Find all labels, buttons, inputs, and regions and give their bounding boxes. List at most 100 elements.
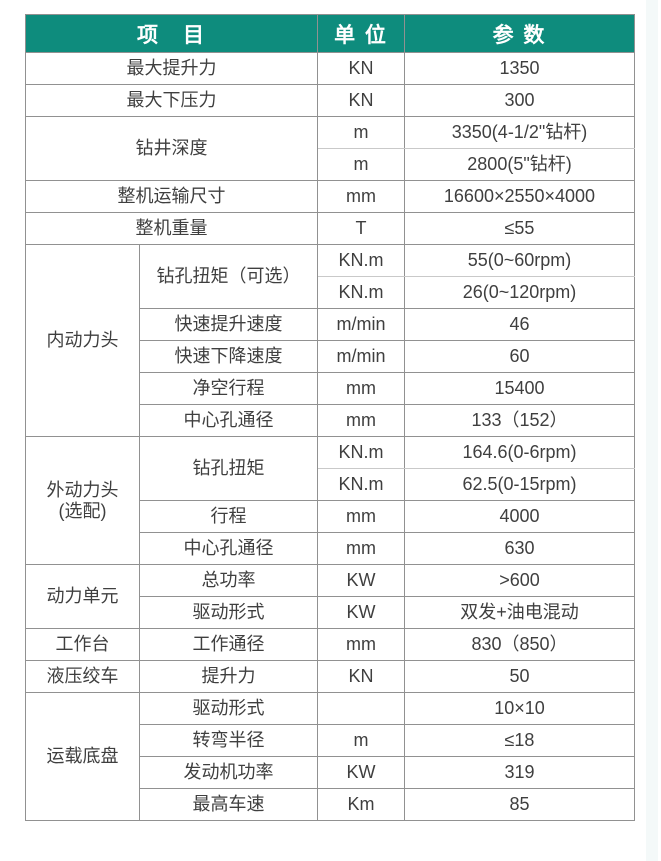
unit-cell: KN.m bbox=[317, 276, 405, 309]
unit-cell: T bbox=[317, 212, 405, 245]
value-cell: 133（152） bbox=[404, 404, 635, 437]
table-row: m 2800(5"钻杆) bbox=[26, 148, 635, 181]
sub-item-cell: 最高车速 bbox=[139, 788, 318, 821]
item-cell: 整机重量 bbox=[25, 212, 318, 245]
unit-cell: mm bbox=[317, 532, 405, 565]
value-cell: ≤18 bbox=[404, 724, 635, 757]
table-row: 整机重量 T ≤55 bbox=[25, 212, 635, 245]
table-row: 驱动形式 KW 双发+油电混动 bbox=[26, 596, 635, 629]
table-row: 转弯半径 m ≤18 bbox=[26, 724, 635, 757]
table-row: 整机运输尺寸 mm 16600×2550×4000 bbox=[25, 180, 635, 213]
value-cell: >600 bbox=[404, 564, 635, 597]
value-cell: 50 bbox=[404, 660, 635, 693]
sub-item-cell: 工作通径 bbox=[139, 628, 318, 661]
item-cell: 最大提升力 bbox=[25, 52, 318, 85]
item-cell: 钻井深度 bbox=[25, 116, 318, 181]
value-cell: 62.5(0-15rpm) bbox=[404, 468, 635, 501]
table-row: 液压绞车 提升力 KN 50 bbox=[25, 660, 635, 693]
group-cell: 运载底盘 bbox=[25, 692, 140, 821]
unit-cell: Km bbox=[317, 788, 405, 821]
table-row: 动力单元 总功率 KW >600 bbox=[25, 564, 635, 629]
table-row: 净空行程 mm 15400 bbox=[26, 372, 635, 405]
sub-item-cell: 发动机功率 bbox=[139, 756, 318, 789]
table-row: 最大下压力 KN 300 bbox=[25, 84, 635, 117]
table-row: 最大提升力 KN 1350 bbox=[25, 52, 635, 85]
table-row: 内动力头 钻孔扭矩（可选） KN.m 55(0~60rpm) bbox=[25, 244, 635, 437]
value-cell: 16600×2550×4000 bbox=[404, 180, 635, 213]
unit-cell: KW bbox=[317, 596, 405, 629]
value-cell: 2800(5"钻杆) bbox=[404, 148, 635, 181]
unit-cell: KN.m bbox=[317, 436, 405, 469]
value-cell: 26(0~120rpm) bbox=[404, 276, 635, 309]
unit-cell: KW bbox=[317, 564, 405, 597]
table-row: 中心孔通径 mm 630 bbox=[26, 532, 635, 565]
sub-item-cell: 驱动形式 bbox=[139, 596, 318, 629]
value-cell: 60 bbox=[404, 340, 635, 373]
value-cell: 3350(4-1/2"钻杆) bbox=[404, 116, 635, 149]
sub-item-cell: 中心孔通径 bbox=[139, 532, 318, 565]
header-item-column: 项 目 bbox=[25, 14, 318, 53]
group-cell: 外动力头 (选配) bbox=[25, 436, 140, 565]
sub-item-cell: 快速提升速度 bbox=[139, 308, 318, 341]
sub-item-cell: 驱动形式 bbox=[139, 692, 318, 725]
unit-cell: mm bbox=[317, 628, 405, 661]
unit-cell: KN.m bbox=[317, 244, 405, 277]
value-cell: 85 bbox=[404, 788, 635, 821]
sub-item-cell: 转弯半径 bbox=[139, 724, 318, 757]
table-row: KN.m 26(0~120rpm) bbox=[26, 276, 635, 309]
value-cell: 46 bbox=[404, 308, 635, 341]
group-cell: 液压绞车 bbox=[25, 660, 140, 693]
value-cell: 319 bbox=[404, 756, 635, 789]
table-row: 中心孔通径 mm 133（152） bbox=[26, 404, 635, 437]
value-cell: 4000 bbox=[404, 500, 635, 533]
value-cell: 300 bbox=[404, 84, 635, 117]
page-edge-strip bbox=[646, 0, 658, 861]
unit-cell: m bbox=[317, 116, 405, 149]
table-row: 运载底盘 驱动形式 10×10 bbox=[25, 692, 635, 821]
unit-cell: KN bbox=[317, 52, 405, 85]
group-cell: 内动力头 bbox=[25, 244, 140, 437]
header-param-column: 参 数 bbox=[404, 14, 635, 53]
table-row: 快速下降速度 m/min 60 bbox=[26, 340, 635, 373]
table-row: 外动力头 (选配) 钻孔扭矩 KN.m 164.6(0-6rpm) bbox=[25, 436, 635, 565]
value-cell: 1350 bbox=[404, 52, 635, 85]
sub-item-cell: 钻孔扭矩 bbox=[139, 436, 318, 501]
value-cell: 830（850） bbox=[404, 628, 635, 661]
table-row: 行程 mm 4000 bbox=[26, 500, 635, 533]
unit-cell: m/min bbox=[317, 340, 405, 373]
unit-cell: m bbox=[317, 724, 405, 757]
table-row: 工作台 工作通径 mm 830（850） bbox=[25, 628, 635, 661]
value-cell: 双发+油电混动 bbox=[404, 596, 635, 629]
sub-item-cell: 提升力 bbox=[139, 660, 318, 693]
unit-cell: mm bbox=[317, 180, 405, 213]
value-cell: ≤55 bbox=[404, 212, 635, 245]
group-cell: 动力单元 bbox=[25, 564, 140, 629]
unit-cell: m bbox=[317, 148, 405, 181]
value-cell: 164.6(0-6rpm) bbox=[404, 436, 635, 469]
header-row: 项 目 单 位 参 数 bbox=[25, 14, 635, 53]
sub-item-cell: 净空行程 bbox=[139, 372, 318, 405]
unit-cell bbox=[317, 692, 405, 725]
unit-cell: KW bbox=[317, 756, 405, 789]
value-cell: 630 bbox=[404, 532, 635, 565]
unit-cell: mm bbox=[317, 372, 405, 405]
item-cell: 整机运输尺寸 bbox=[25, 180, 318, 213]
group-cell: 工作台 bbox=[25, 628, 140, 661]
unit-cell: KN.m bbox=[317, 468, 405, 501]
sub-item-cell: 钻孔扭矩（可选） bbox=[139, 244, 318, 309]
value-cell: 55(0~60rpm) bbox=[404, 244, 635, 277]
unit-cell: mm bbox=[317, 404, 405, 437]
sub-item-cell: 快速下降速度 bbox=[139, 340, 318, 373]
table-row: 发动机功率 KW 319 bbox=[26, 756, 635, 789]
item-cell: 最大下压力 bbox=[25, 84, 318, 117]
value-cell: 10×10 bbox=[404, 692, 635, 725]
header-unit-column: 单 位 bbox=[317, 14, 405, 53]
unit-cell: mm bbox=[317, 500, 405, 533]
table-row: 钻井深度 m 3350(4-1/2"钻杆) bbox=[25, 116, 635, 181]
table-row: 最高车速 Km 85 bbox=[26, 788, 635, 821]
unit-cell: KN bbox=[317, 660, 405, 693]
spec-table: 项 目 单 位 参 数 最大提升力 KN 1350 最大下压力 KN 300 钻… bbox=[25, 14, 635, 821]
unit-cell: m/min bbox=[317, 308, 405, 341]
sub-item-cell: 行程 bbox=[139, 500, 318, 533]
value-cell: 15400 bbox=[404, 372, 635, 405]
